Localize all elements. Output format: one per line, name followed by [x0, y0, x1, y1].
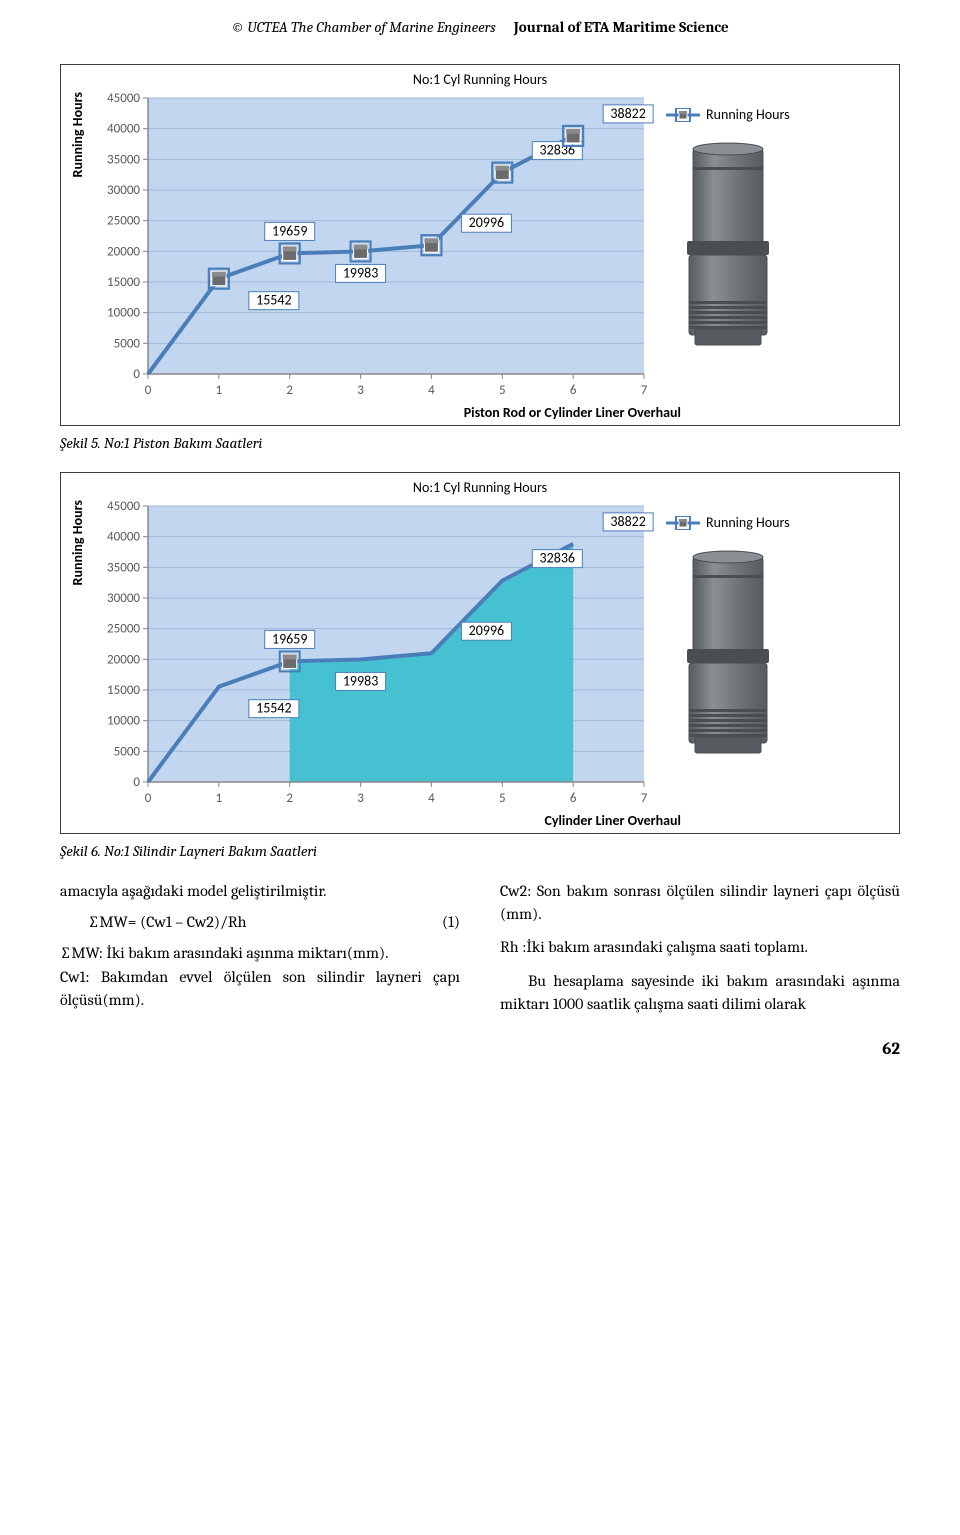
svg-text:30000: 30000: [107, 591, 140, 606]
chart-1-title: No:1 Cyl Running Hours: [69, 71, 891, 88]
chart-1-ylabel: Running Hours: [69, 92, 86, 187]
chart-2-xlabel: Cylinder Liner Overhaul: [69, 812, 891, 829]
svg-text:25000: 25000: [107, 214, 140, 229]
svg-text:3: 3: [357, 383, 364, 398]
svg-text:1: 1: [216, 383, 223, 398]
svg-text:35000: 35000: [107, 152, 140, 167]
chart-1-plot: 0 5000 10000 15000 20000 25000 30000 35000 40000…: [96, 92, 656, 402]
left-column: amacıyla aşağıdaki model geliştirilmişti…: [60, 880, 460, 1016]
cylinder-liner-illustration: [668, 137, 788, 367]
chart-2-title: No:1 Cyl Running Hours: [69, 479, 891, 496]
svg-text:6: 6: [570, 791, 577, 806]
svg-text:15000: 15000: [107, 683, 140, 698]
svg-text:10000: 10000: [107, 714, 140, 729]
legend-marker-icon: [666, 108, 700, 122]
right-column: Cw2: Son bakım sonrası ölçülen silindir …: [500, 880, 900, 1016]
svg-text:20996: 20996: [469, 622, 504, 639]
svg-text:38822: 38822: [610, 513, 645, 530]
svg-text:32836: 32836: [540, 142, 575, 159]
para-2: ∑MW: İki bakım arasındaki aşınma miktarı…: [60, 942, 460, 965]
svg-text:19659: 19659: [272, 222, 307, 239]
svg-text:5: 5: [499, 791, 506, 806]
para-6: Bu hesaplama sayesinde iki bakım arasınd…: [500, 970, 900, 1016]
svg-text:4: 4: [428, 791, 435, 806]
chart-1-frame: No:1 Cyl Running Hours Running Hours 050…: [60, 64, 900, 426]
svg-text:30000: 30000: [107, 183, 140, 198]
svg-text:19983: 19983: [343, 264, 378, 281]
svg-text:3: 3: [357, 791, 364, 806]
svg-text:5000: 5000: [114, 744, 141, 759]
para-1: amacıyla aşağıdaki model geliştirilmişti…: [60, 880, 460, 903]
svg-text:5: 5: [499, 383, 506, 398]
legend-label: Running Hours: [706, 514, 790, 531]
svg-text:0: 0: [145, 791, 152, 806]
page-number: 62: [60, 1040, 900, 1059]
svg-text:40000: 40000: [107, 122, 140, 137]
chart-2-legend: Running Hours: [666, 514, 790, 531]
svg-text:38822: 38822: [610, 105, 645, 122]
svg-text:2: 2: [286, 383, 293, 398]
svg-text:25000: 25000: [107, 622, 140, 637]
svg-text:20996: 20996: [469, 214, 504, 231]
svg-text:20000: 20000: [107, 244, 140, 259]
svg-text:5000: 5000: [114, 336, 141, 351]
chart-2-frame: No:1 Cyl Running Hours Running Hours 050…: [60, 472, 900, 834]
legend-label: Running Hours: [706, 106, 790, 123]
caption-2: Şekil 6. No:1 Silindir Layneri Bakım Saa…: [60, 842, 900, 860]
legend-marker-icon: [666, 516, 700, 530]
equation-1: ∑MW= (Cw1 – Cw2)/Rh (1): [60, 903, 460, 942]
eq-lhs: ∑MW= (Cw1 – Cw2)/Rh: [88, 911, 247, 934]
svg-text:15000: 15000: [107, 275, 140, 290]
chart-1-legend: Running Hours: [666, 106, 790, 123]
header-right: Journal of ETA Maritime Science: [514, 18, 729, 36]
svg-text:0: 0: [133, 775, 140, 790]
para-5: Rh :İki bakım arasındaki çalışma saati t…: [500, 936, 900, 959]
svg-text:15542: 15542: [256, 292, 291, 309]
cylinder-liner-illustration: [668, 545, 788, 775]
caption-1: Şekil 5. No:1 Piston Bakım Saatleri: [60, 434, 900, 452]
svg-text:0: 0: [145, 383, 152, 398]
svg-text:2: 2: [286, 791, 293, 806]
svg-text:19983: 19983: [343, 672, 378, 689]
svg-text:10000: 10000: [107, 306, 140, 321]
eq-rhs: (1): [442, 911, 460, 934]
body-columns: amacıyla aşağıdaki model geliştirilmişti…: [60, 880, 900, 1016]
svg-text:1: 1: [216, 791, 223, 806]
para-3: Cw1: Bakımdan evvel ölçülen son silindir…: [60, 966, 460, 1012]
svg-text:40000: 40000: [107, 530, 140, 545]
svg-text:7: 7: [641, 791, 648, 806]
svg-text:20000: 20000: [107, 652, 140, 667]
svg-text:19659: 19659: [272, 630, 307, 647]
svg-text:4: 4: [428, 383, 435, 398]
svg-text:0: 0: [133, 367, 140, 382]
svg-text:6: 6: [570, 383, 577, 398]
para-4: Cw2: Son bakım sonrası ölçülen silindir …: [500, 880, 900, 926]
svg-text:45000: 45000: [107, 500, 140, 514]
page-header: © UCTEA The Chamber of Marine Engineers …: [60, 18, 900, 36]
chart-2-plot: 0 5000 10000 15000 20000 25000 30000 35000 40000…: [96, 500, 656, 810]
svg-text:7: 7: [641, 383, 648, 398]
svg-text:32836: 32836: [540, 550, 575, 567]
svg-text:15542: 15542: [256, 700, 291, 717]
chart-2-ylabel: Running Hours: [69, 500, 86, 595]
chart-1-xlabel: Piston Rod or Cylinder Liner Overhaul: [69, 404, 891, 421]
header-left: © UCTEA The Chamber of Marine Engineers: [231, 18, 495, 36]
svg-text:35000: 35000: [107, 560, 140, 575]
svg-text:45000: 45000: [107, 92, 140, 106]
